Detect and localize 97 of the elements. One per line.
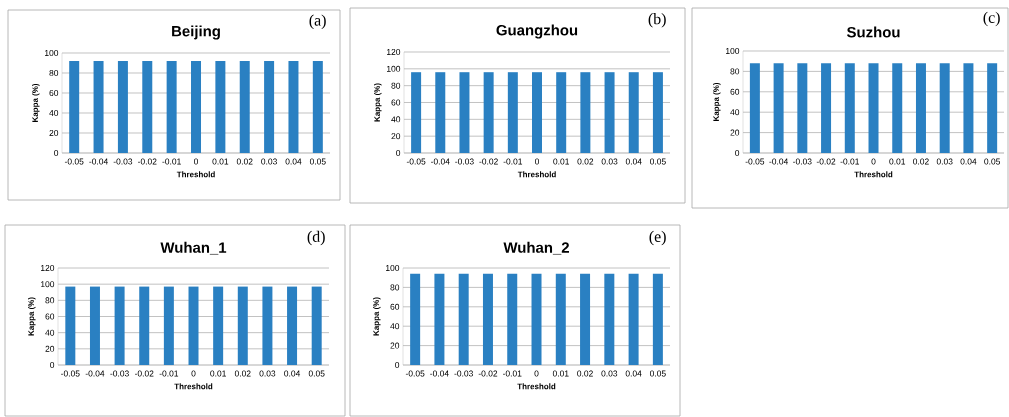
x-tick-label: 0.01 [552, 370, 569, 377]
y-tick-label: 100 [726, 48, 740, 54]
y-tick-label: 80 [390, 284, 400, 291]
y-tick-label: 100 [41, 281, 55, 288]
x-tick-label: -0.02 [479, 158, 498, 165]
x-tick-label: 0.05 [650, 158, 666, 165]
y-tick-label: 40 [49, 110, 59, 116]
y-tick-label: 20 [391, 133, 401, 140]
y-tick-label: 0 [50, 362, 55, 368]
x-tick-label: 0.05 [309, 158, 326, 165]
text: (c) [983, 11, 1000, 27]
x-tick-label: 0.05 [649, 370, 666, 377]
x-tick-label: -0.01 [502, 370, 522, 377]
y-tick-label: 20 [730, 129, 740, 136]
y-tick-label: 120 [387, 49, 401, 55]
y-tick-label: 80 [49, 70, 59, 76]
y-tick-label: 40 [730, 109, 740, 116]
x-tick-label: 0.04 [625, 158, 642, 165]
y-tick-label: 0 [735, 150, 740, 156]
text: (e) [649, 230, 666, 246]
x-tick-label: -0.03 [793, 158, 812, 165]
x-tick-label: 0.03 [259, 370, 276, 377]
x-tick-label: -0.04 [89, 158, 108, 165]
y-tick-label: 80 [730, 68, 740, 75]
text: (b) [648, 13, 666, 28]
x-tick-label: 0.05 [984, 158, 1001, 165]
x-tick-label: -0.03 [113, 158, 133, 165]
x-tick-label: -0.02 [134, 370, 154, 377]
x-tick-label: 0.02 [577, 370, 593, 377]
y-tick-label: 120 [41, 265, 55, 271]
y-tick-label: 60 [390, 303, 400, 310]
x-tick-label: 0.04 [960, 158, 977, 165]
x-tick-label: 0.03 [936, 158, 953, 165]
x-tick-label: -0.02 [138, 158, 157, 165]
x-tick-label: 0.04 [285, 158, 302, 165]
x-tick-label: 0.03 [601, 158, 618, 165]
x-tick-label: 0.01 [553, 158, 570, 165]
y-tick-label: 60 [391, 99, 401, 106]
x-tick-label: 0.02 [236, 158, 253, 165]
x-tick-label: -0.05 [406, 158, 426, 165]
x-tick-label: 0.01 [212, 158, 229, 165]
y-tick-label: 80 [45, 297, 55, 304]
x-tick-label: 0.05 [308, 370, 325, 377]
y-tick-label: 60 [49, 90, 59, 96]
x-tick-label: 0.02 [234, 370, 251, 377]
x-tick-label: 0 [534, 370, 539, 377]
text: (d) [307, 230, 325, 246]
x-tick-label: 0.04 [284, 370, 301, 377]
y-tick-label: 100 [386, 265, 400, 271]
y-tick-label: 0 [395, 362, 400, 368]
x-tick-label: -0.04 [430, 370, 449, 377]
chart-title: Guangzhou [496, 24, 578, 39]
chart-title: Wuhan_1 [160, 241, 227, 255]
x-tick-label: -0.01 [840, 158, 860, 165]
x-tick-label: -0.02 [816, 158, 836, 165]
text: (a) [309, 14, 326, 29]
x-tick-label: -0.03 [454, 370, 473, 377]
y-tick-label: 40 [390, 323, 400, 330]
y-tick-label: 0 [396, 150, 401, 156]
x-tick-label: -0.01 [162, 158, 181, 165]
x-tick-label: -0.01 [159, 370, 179, 377]
y-tick-label: 40 [45, 329, 55, 336]
chart-title: Suzhou [846, 26, 900, 38]
x-tick-label: 0 [193, 158, 199, 165]
x-tick-label: 0.02 [577, 158, 594, 165]
x-tick-label: -0.05 [745, 158, 765, 165]
x-tick-label: -0.04 [85, 370, 105, 377]
y-tick-label: 20 [49, 130, 59, 136]
x-tick-label: -0.05 [64, 158, 84, 165]
x-tick-label: -0.05 [405, 370, 425, 377]
x-tick-label: 0.04 [625, 370, 642, 377]
x-tick-label: -0.01 [503, 158, 523, 165]
y-tick-label: 60 [45, 313, 55, 320]
y-tick-label: 20 [45, 345, 55, 352]
x-tick-label: 0 [534, 158, 540, 165]
y-tick-label: 40 [391, 116, 401, 123]
x-tick-label: -0.03 [455, 158, 474, 165]
x-tick-label: 0.01 [889, 158, 906, 165]
x-tick-label: 0 [871, 158, 876, 165]
y-tick-label: 60 [730, 88, 740, 95]
x-tick-label: -0.02 [478, 370, 498, 377]
x-tick-label: 0 [191, 370, 196, 377]
x-tick-label: -0.05 [61, 370, 80, 377]
y-tick-label: 80 [391, 82, 401, 89]
y-tick-label: 0 [54, 150, 59, 156]
y-tick-label: 100 [45, 50, 59, 56]
chart-title: Beijing [172, 25, 220, 40]
x-tick-label: -0.04 [431, 158, 450, 165]
y-tick-label: 100 [387, 65, 401, 72]
x-tick-label: 0.03 [261, 158, 277, 165]
x-tick-label: 0.03 [601, 370, 618, 377]
chart-title: Wuhan_2 [503, 241, 569, 255]
x-tick-label: 0.02 [913, 158, 929, 165]
x-tick-label: -0.04 [769, 158, 789, 165]
x-tick-label: -0.03 [110, 370, 129, 377]
y-tick-label: 20 [390, 342, 400, 349]
x-tick-label: 0.01 [210, 370, 226, 377]
